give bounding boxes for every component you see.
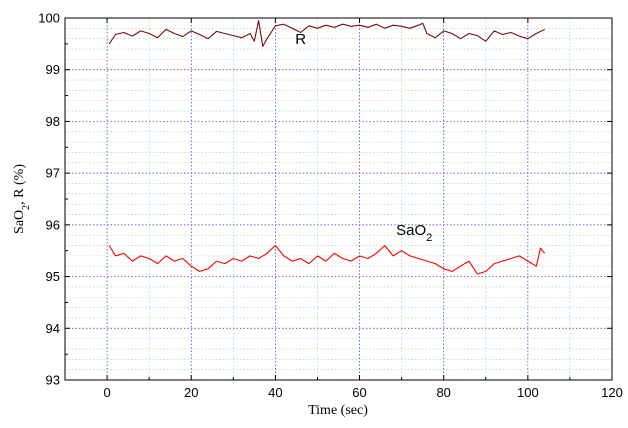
x-tick-label: 120 [601,385,623,400]
annotations: R SaO2 [295,31,432,244]
x-tick-label: 80 [436,385,450,400]
series-lines [108,20,546,275]
y-tick-label: 97 [46,166,60,181]
x-axis-title: Time (sec) [308,403,368,418]
y-axis-title: SaO2, R (%) [12,164,32,234]
y-tick-label: 93 [46,373,60,388]
plot-frame [64,17,613,381]
y-tick-label: 98 [46,114,60,129]
annotation-sao: SaO2 [396,222,432,244]
y-axis-title-sub: 2 [21,205,32,210]
y-tick-label: 100 [38,11,60,26]
x-tick-label: 20 [184,385,198,400]
y-axis-title-rest: , R (%) [12,164,27,205]
x-tick-label: 100 [517,385,539,400]
y-axis-title-main: SaO [12,210,27,234]
x-tick-label: 0 [103,385,110,400]
major-grid [65,18,612,380]
x-axis: 0 20 40 60 80 100 120 [64,18,623,400]
y-tick-label: 96 [46,217,60,232]
x-tick-label: 40 [268,385,282,400]
series-line-r [108,20,545,47]
annotation-r: R [295,31,306,48]
y-tick-label: 95 [46,269,60,284]
x-tick-label: 60 [352,385,366,400]
minor-grid [65,18,612,380]
y-tick-label: 94 [46,321,60,336]
y-axis: 93 94 95 96 97 98 99 100 [38,11,612,388]
series-line-sao2 [108,244,546,275]
y-tick-label: 99 [46,62,60,77]
